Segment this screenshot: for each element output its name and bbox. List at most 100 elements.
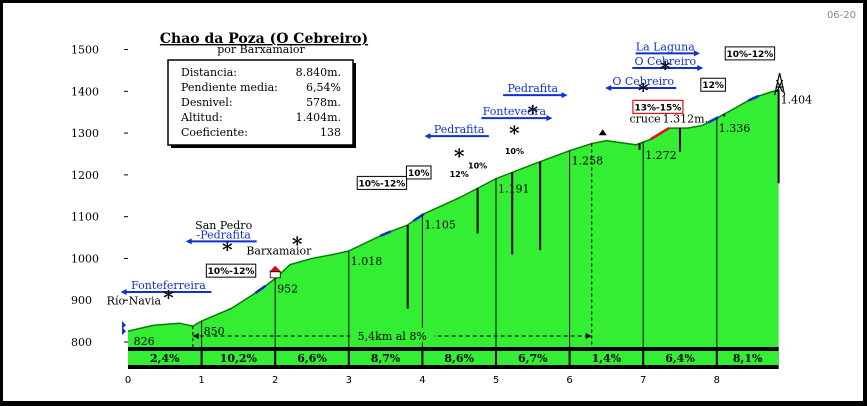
river-marker — [122, 321, 126, 336]
segment-grade-label: 8,1% — [733, 352, 763, 365]
altitude-label: 1.191 — [498, 183, 530, 196]
segment-grade-label: 6,7% — [518, 352, 548, 365]
y-tick-label: 1500 — [71, 44, 99, 57]
small-grade-label: 12% — [450, 170, 469, 179]
profile-line — [127, 88, 779, 332]
corner-badge: 06-20 — [827, 10, 856, 21]
x-tick-label: 5 — [493, 375, 499, 386]
ramp-box-label: 12% — [702, 81, 724, 91]
place-label: Río Navia — [107, 294, 162, 307]
x-tick-label: 4 — [419, 375, 425, 386]
ramp-box — [724, 46, 776, 61]
ramp-box-label: 10%-12% — [727, 50, 774, 60]
ramp-box-label: 10%-12% — [359, 179, 406, 189]
place-arrow — [693, 50, 700, 57]
altitude-label: 826 — [134, 335, 155, 348]
place-label: O Cebreiro — [612, 75, 674, 88]
x-tick-label: 2 — [272, 375, 278, 386]
stats-value: 578m. — [306, 96, 341, 109]
x-tick-label: 0 — [125, 375, 131, 386]
span-arrow-left — [192, 333, 199, 339]
small-grade-label: 10% — [468, 162, 487, 171]
stats-label: Desnivel: — [181, 96, 233, 109]
profile-area — [128, 89, 779, 368]
place-label: -Pedrafita — [197, 228, 252, 241]
elevation-profile-chart: 2,4% 10,2% 6,6% 8,7% 8,6% 6,7% 1,4% 6,4% 8,1% 80… — [71, 10, 856, 386]
chart-subtitle: por Barxamaior — [217, 43, 305, 56]
segment-grade-label: 1,4% — [592, 352, 622, 365]
grade-strip-fill — [128, 351, 779, 365]
place-arrow — [120, 288, 127, 295]
house-icon-body — [269, 271, 281, 279]
segment-grade-label: 6,4% — [665, 352, 695, 365]
place-label: Fonteferreira — [131, 279, 206, 292]
y-tick-label: 1300 — [71, 127, 99, 140]
stats-label: Altitud: — [180, 111, 223, 124]
stats-box-bg — [167, 59, 354, 146]
segment-grade-label: 8,7% — [371, 352, 401, 365]
place-arrow — [424, 133, 431, 140]
small-grade-label: 10% — [505, 147, 524, 156]
chart-panel: 2,4% 10,2% 6,6% 8,7% 8,6% 6,7% 1,4% 6,4% 8,1% 80… — [3, 3, 863, 401]
stats-label: Distancia: — [181, 66, 237, 79]
star-marker: * — [528, 100, 539, 124]
ramp-box — [700, 77, 726, 92]
ramp-box — [356, 175, 408, 190]
altitude-label: 1.258 — [572, 155, 604, 168]
stats-value: 138 — [320, 126, 341, 139]
star-marker: * — [660, 56, 671, 80]
star-marker: * — [638, 79, 649, 103]
star-marker: * — [292, 232, 303, 256]
place-arrow — [605, 85, 612, 92]
y-tick-label: 1000 — [71, 252, 99, 265]
place-label: La Laguna — [636, 40, 695, 53]
stats-value: 6,54% — [306, 81, 341, 94]
y-tick-label: 1100 — [71, 211, 99, 224]
altitude-label: 1.404 — [781, 94, 813, 107]
stats-value: 8.840m. — [296, 66, 341, 79]
x-tick-label: 8 — [714, 375, 720, 386]
altitude-label: 1.336 — [719, 122, 751, 135]
x-tick-label: 6 — [566, 375, 572, 386]
x-tick-label: 1 — [198, 375, 204, 386]
stats-label: Pendiente media: — [181, 81, 278, 94]
place-label: San Pedro — [195, 219, 252, 232]
stats-box: Distancia: 8.840m. Pendiente media: 6,54% De… — [167, 59, 356, 148]
ramp-box-label: 10% — [408, 169, 430, 179]
segment-grade-label: 8,6% — [444, 352, 474, 365]
star-marker: * — [454, 144, 465, 168]
ramp-box — [205, 263, 257, 278]
altitude-label: 1.105 — [424, 219, 456, 232]
star-marker: * — [163, 285, 174, 309]
y-tick-label: 900 — [71, 294, 92, 307]
y-tick-label: 1400 — [71, 85, 99, 98]
segment-grade-label: 6,6% — [297, 352, 327, 365]
altitude-label: 850 — [204, 325, 225, 338]
altitude-label: 952 — [277, 282, 298, 295]
place-label: Pedrafita — [434, 123, 485, 136]
altitude-label: 1.018 — [351, 255, 383, 268]
steep-box — [632, 99, 684, 114]
span-label: 5,4km al 8% — [358, 330, 427, 343]
y-tick-label: 1200 — [71, 169, 99, 182]
antenna-icon — [774, 72, 786, 96]
stats-value: 1.404m. — [296, 111, 341, 124]
star-marker: * — [509, 121, 520, 145]
chart-title: Chao da Poza (O Cebreiro) — [160, 31, 368, 47]
ramp-box — [405, 165, 432, 180]
star-marker: * — [222, 237, 233, 261]
house-icon — [269, 265, 282, 272]
ramp-marker — [379, 230, 392, 237]
place-label: Pedrafita — [508, 82, 559, 95]
place-label: O Cebreiro — [634, 55, 696, 68]
steep-box-label: 13%-15% — [635, 103, 682, 113]
place-arrow — [561, 92, 568, 99]
place-arrow — [546, 115, 553, 122]
x-tick-label: 7 — [640, 375, 646, 386]
x-tick-label: 3 — [346, 375, 352, 386]
cruce-value-label: 1.312m. — [663, 113, 708, 126]
place-label: Barxamaior — [246, 244, 312, 257]
span-arrow-right — [585, 333, 592, 339]
y-tick-label: 800 — [71, 336, 92, 349]
